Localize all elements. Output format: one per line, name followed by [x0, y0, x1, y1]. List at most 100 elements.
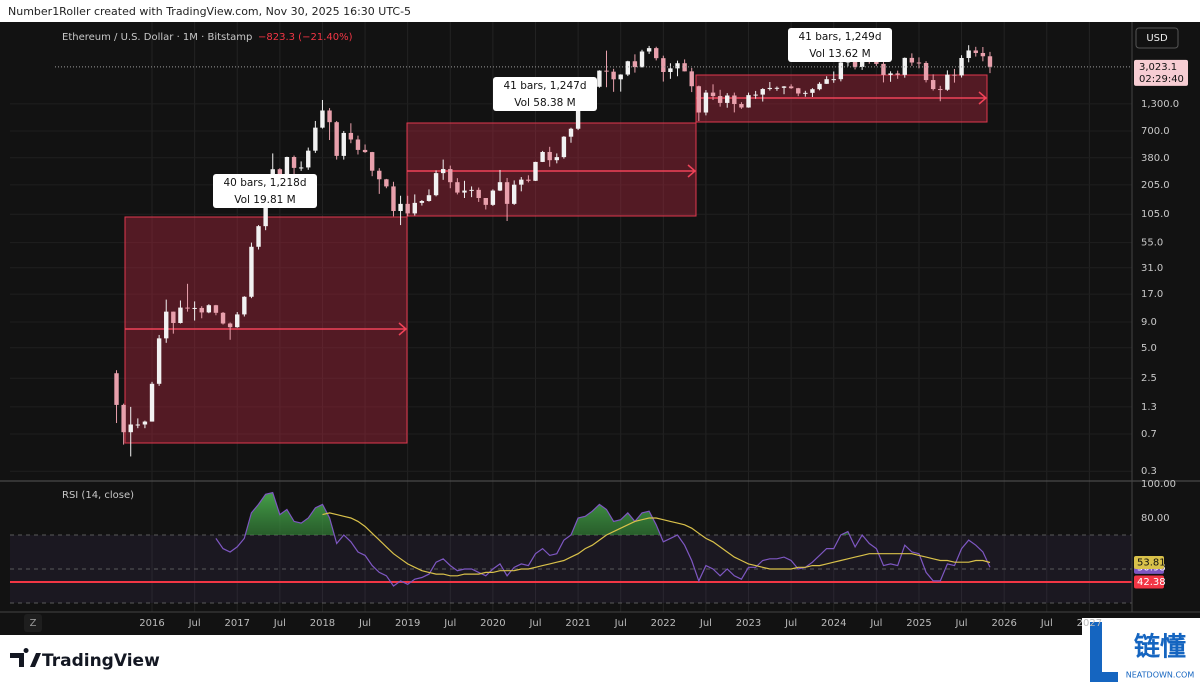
x-tick-label: 2026: [991, 618, 1016, 629]
candle-body: [554, 157, 559, 161]
y-tick-label: 380.0: [1141, 153, 1170, 164]
y-tick-label: 55.0: [1141, 238, 1163, 249]
candle-body: [426, 195, 432, 201]
candle-body: [923, 62, 929, 81]
candle-body: [412, 202, 417, 214]
currency: USD: [1146, 33, 1168, 44]
grid: [10, 22, 1132, 612]
candle-body: [810, 89, 815, 93]
candle-body: [384, 179, 389, 187]
x-tick-label: 2017: [225, 618, 250, 629]
candle-body: [490, 190, 496, 205]
y-tick-label: 205.0: [1141, 180, 1170, 191]
candle-body: [938, 89, 943, 91]
range-arrow: [407, 164, 697, 178]
candle-body: [689, 71, 694, 87]
candle-body: [526, 179, 531, 181]
measure-label-box: [493, 77, 597, 111]
candle-body: [313, 127, 318, 151]
watermark-url: NEATDOWN.COM: [1126, 671, 1195, 680]
candle-body: [575, 103, 581, 129]
y-tick-label: 1.3: [1141, 402, 1157, 413]
zoom-button[interactable]: [24, 614, 42, 632]
candle-body: [753, 94, 758, 96]
candle-body: [987, 56, 993, 67]
candle-body: [469, 189, 474, 191]
x-tick-label: 2023: [736, 618, 761, 629]
x-tick-label: 2025: [906, 618, 931, 629]
y-tick-label: 0.3: [1141, 466, 1157, 477]
candle-body: [128, 424, 133, 433]
footer-bar: [0, 635, 1200, 688]
value-label: 42.38: [1137, 577, 1166, 588]
candle-body: [455, 182, 460, 193]
header-title: Number1Roller created with TradingView.c…: [8, 5, 411, 18]
last-price-box: [1134, 59, 1188, 86]
candle-body: [192, 307, 197, 309]
x-tick-label: 2024: [821, 618, 846, 629]
x-tick-label: 2022: [651, 618, 676, 629]
candle-body: [540, 151, 545, 162]
candle-body: [511, 184, 517, 204]
candle-body: [654, 48, 659, 59]
x-tick-label: Jul: [358, 618, 371, 629]
candle-body: [298, 167, 304, 169]
candle-body: [696, 86, 702, 113]
y-tick-label: 1,300.0: [1141, 99, 1179, 110]
candle-body: [859, 57, 865, 67]
rsi-line: [215, 491, 991, 587]
candle-body: [249, 246, 254, 297]
candle-body: [220, 312, 226, 324]
candle-body: [256, 226, 261, 247]
candle-body: [732, 95, 737, 105]
measure-label-box: [788, 28, 892, 62]
candle-body: [355, 139, 361, 150]
candle-body: [874, 61, 879, 64]
candle-body: [675, 63, 680, 69]
candle-body: [320, 110, 325, 128]
currency-box[interactable]: [1135, 27, 1179, 49]
candles: [55, 45, 1132, 457]
candle-body: [973, 50, 978, 53]
rsi-tick-label: 100.00: [1141, 479, 1176, 490]
candle-body: [185, 307, 190, 309]
candle-body: [767, 87, 773, 90]
y-tick-label: 5.0: [1141, 343, 1157, 354]
candle-body: [348, 132, 354, 140]
candle-body: [171, 311, 176, 323]
legend-symbol: Ethereum / U.S. Dollar · 1M · Bitstamp: [62, 32, 252, 43]
candle-body: [710, 92, 716, 97]
rsi-title: RSI (14, close): [62, 490, 134, 501]
x-tick-label: Jul: [1040, 618, 1053, 629]
candle-body: [945, 74, 950, 90]
candle-body: [405, 203, 410, 214]
x-tick-label: 2027: [1077, 618, 1102, 629]
header-bar: [0, 0, 1200, 22]
candle-body: [895, 73, 900, 75]
x-tick-label: 2019: [395, 618, 420, 629]
candle-body: [788, 86, 794, 89]
candle-body: [838, 62, 844, 80]
candle-body: [291, 157, 297, 168]
candle-body: [448, 169, 453, 183]
overbought-fill: [215, 492, 990, 536]
candle-body: [661, 58, 666, 73]
x-tick-label: Jul: [869, 618, 882, 629]
candle-body: [206, 305, 212, 313]
candle-body: [164, 311, 169, 339]
candle-body: [369, 152, 375, 171]
candle-body: [504, 182, 510, 204]
candle-body: [739, 104, 744, 108]
x-tick-label: Jul: [784, 618, 797, 629]
candle-body: [142, 421, 148, 425]
candle-body: [803, 92, 808, 94]
candle-body: [668, 68, 673, 73]
candle-body: [419, 200, 425, 203]
x-tick-label: Jul: [273, 618, 286, 629]
candle-body: [327, 110, 332, 123]
candle-body: [433, 173, 439, 196]
candle-body: [916, 62, 922, 64]
x-tick-label: 2020: [480, 618, 505, 629]
candle-body: [334, 122, 339, 156]
